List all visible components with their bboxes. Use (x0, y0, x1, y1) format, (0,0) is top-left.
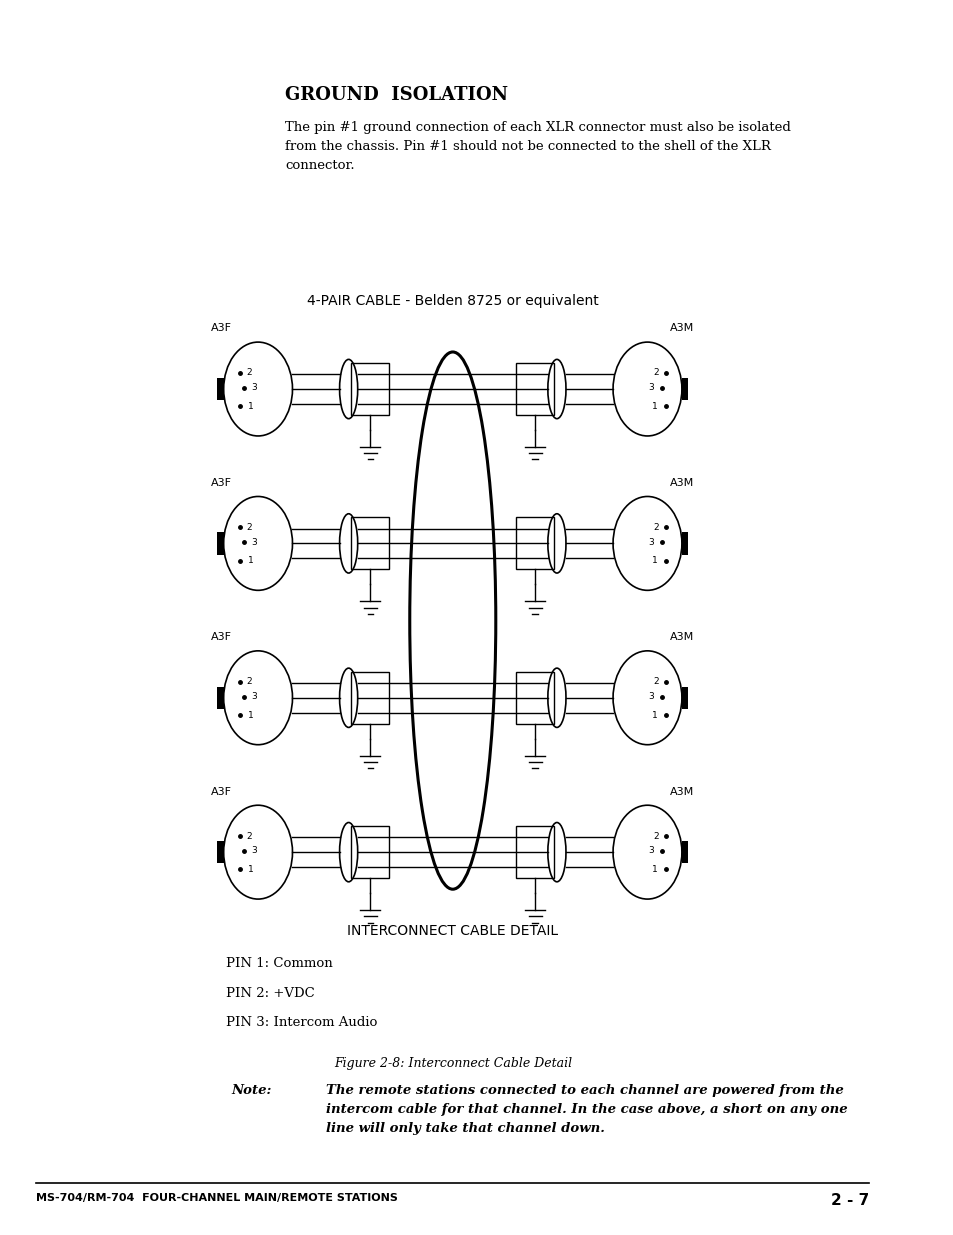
Text: 1: 1 (248, 556, 253, 566)
Text: 3: 3 (252, 692, 257, 701)
Text: The remote stations connected to each channel are powered from the
intercom cabl: The remote stations connected to each ch… (326, 1084, 846, 1135)
Bar (351, 826, 389, 878)
Text: A3F: A3F (211, 478, 232, 488)
Text: 2: 2 (246, 677, 252, 687)
Bar (351, 672, 389, 724)
Text: 2: 2 (246, 368, 252, 378)
Bar (516, 826, 554, 878)
Bar (351, 363, 389, 415)
Text: 1: 1 (651, 401, 657, 411)
Text: A3M: A3M (670, 787, 694, 797)
Bar (681, 687, 687, 709)
Text: A3M: A3M (670, 632, 694, 642)
Bar (351, 517, 389, 569)
Text: A3M: A3M (670, 324, 694, 333)
Bar (217, 378, 223, 400)
Text: 1: 1 (651, 710, 657, 720)
Text: 3: 3 (647, 846, 654, 856)
Text: 2: 2 (653, 522, 659, 532)
Bar (516, 517, 554, 569)
Text: PIN 3: Intercom Audio: PIN 3: Intercom Audio (226, 1016, 377, 1030)
Text: A3M: A3M (670, 478, 694, 488)
Text: 2: 2 (246, 831, 252, 841)
Text: 3: 3 (647, 383, 654, 393)
Text: 2: 2 (653, 677, 659, 687)
Text: 2: 2 (653, 831, 659, 841)
Text: 1: 1 (248, 710, 253, 720)
Bar (217, 687, 223, 709)
Bar (516, 363, 554, 415)
Text: 3: 3 (252, 846, 257, 856)
Text: PIN 2: +VDC: PIN 2: +VDC (226, 987, 314, 1000)
Text: Note:: Note: (231, 1084, 271, 1098)
Text: 4-PAIR CABLE - Belden 8725 or equivalent: 4-PAIR CABLE - Belden 8725 or equivalent (307, 294, 598, 308)
Bar (681, 532, 687, 555)
Text: The pin #1 ground connection of each XLR connector must also be isolated
from th: The pin #1 ground connection of each XLR… (285, 121, 790, 172)
Text: 3: 3 (647, 537, 654, 547)
Text: 2 - 7: 2 - 7 (830, 1193, 868, 1208)
Bar (681, 378, 687, 400)
Text: A3F: A3F (211, 324, 232, 333)
Text: 1: 1 (651, 556, 657, 566)
Text: 3: 3 (252, 537, 257, 547)
Bar (681, 841, 687, 863)
Text: 1: 1 (248, 864, 253, 874)
Text: 1: 1 (651, 864, 657, 874)
Text: 3: 3 (647, 692, 654, 701)
Text: 3: 3 (252, 383, 257, 393)
Text: 1: 1 (248, 401, 253, 411)
Text: A3F: A3F (211, 787, 232, 797)
Text: A3F: A3F (211, 632, 232, 642)
Text: PIN 1: Common: PIN 1: Common (226, 957, 333, 971)
Bar (516, 672, 554, 724)
Bar (217, 841, 223, 863)
Bar (217, 532, 223, 555)
Text: Figure 2-8: Interconnect Cable Detail: Figure 2-8: Interconnect Cable Detail (334, 1057, 571, 1071)
Text: MS-704/RM-704  FOUR-CHANNEL MAIN/REMOTE STATIONS: MS-704/RM-704 FOUR-CHANNEL MAIN/REMOTE S… (36, 1193, 397, 1203)
Text: 2: 2 (653, 368, 659, 378)
Text: 2: 2 (246, 522, 252, 532)
Text: INTERCONNECT CABLE DETAIL: INTERCONNECT CABLE DETAIL (347, 924, 558, 937)
Text: GROUND  ISOLATION: GROUND ISOLATION (285, 86, 508, 105)
